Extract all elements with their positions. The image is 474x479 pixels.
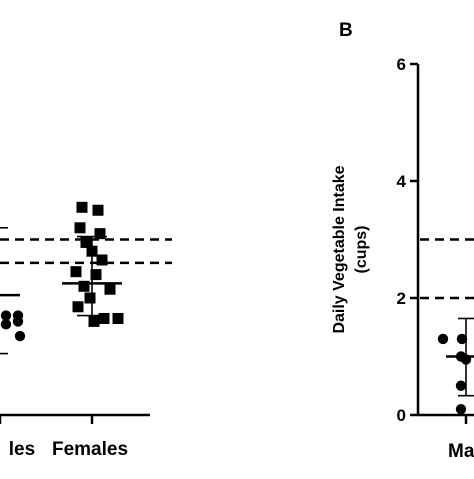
y-axis-title-line2: (cups)	[353, 226, 370, 274]
point-males	[0, 319, 12, 330]
x-tick-label-males: les	[9, 439, 35, 460]
point-females	[76, 201, 88, 213]
x-tick-label-females: Females	[52, 439, 128, 460]
panel-b: B 0 2 4 6 Daily Vegetable Intake (cups) Ma	[331, 20, 474, 462]
point-males	[456, 333, 468, 345]
y-tick-label: 4	[397, 172, 407, 191]
point-males	[455, 403, 467, 415]
y-axis-title-line1: Daily Vegetable Intake	[331, 165, 348, 333]
point-females	[70, 266, 82, 278]
point-females	[112, 312, 124, 324]
y-tick-label: 6	[397, 55, 406, 74]
point-females	[98, 312, 110, 324]
point-males	[14, 330, 26, 342]
y-tick-label: 2	[397, 289, 406, 308]
point-females	[96, 254, 108, 266]
point-females	[84, 292, 96, 304]
x-tick-label-males: Ma	[448, 441, 474, 462]
point-females	[94, 228, 106, 240]
point-males	[12, 316, 24, 327]
panel-a: les Females	[0, 201, 172, 460]
panel-label-b: B	[339, 20, 353, 41]
point-females	[88, 315, 100, 327]
point-females	[74, 222, 86, 234]
point-females	[90, 269, 102, 281]
point-males	[437, 333, 449, 345]
point-males	[455, 380, 467, 391]
y-tick-label: 0	[397, 406, 406, 425]
point-females	[80, 236, 92, 248]
point-males	[0, 310, 12, 321]
point-females	[92, 204, 104, 216]
point-females	[78, 280, 90, 292]
point-females	[72, 301, 84, 313]
point-females	[104, 283, 116, 295]
